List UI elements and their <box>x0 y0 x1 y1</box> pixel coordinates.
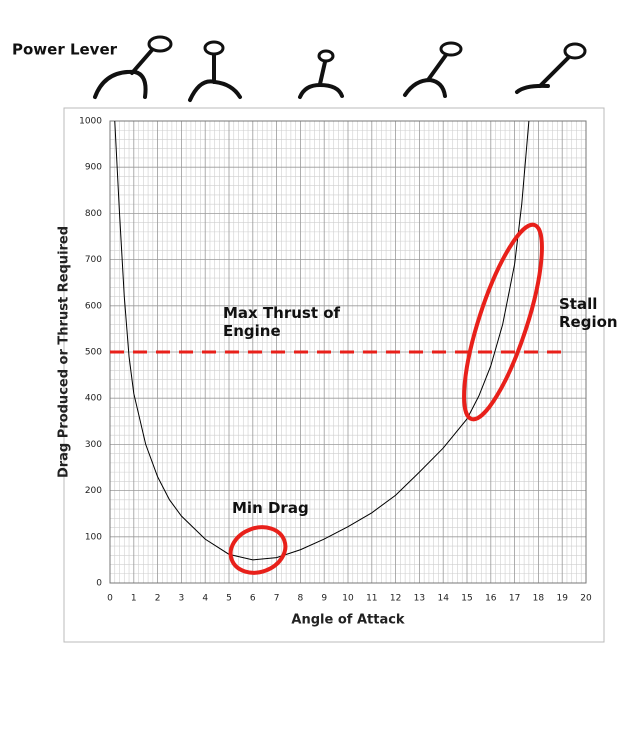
x-tick-label: 0 <box>107 594 113 604</box>
x-tick-label: 2 <box>155 594 161 604</box>
x-axis-label: Angle of Attack <box>291 613 405 628</box>
y-axis-label: Drag Produced or Thrust Required <box>57 226 72 478</box>
y-tick-label: 1000 <box>79 117 102 127</box>
y-tick-label: 800 <box>85 209 102 219</box>
lever-icons <box>93 35 587 102</box>
y-tick-label: 100 <box>85 532 102 542</box>
x-tick-label: 19 <box>556 594 568 604</box>
x-tick-label: 18 <box>533 594 545 604</box>
x-tick-label: 16 <box>485 594 497 604</box>
y-tick-label: 600 <box>85 301 102 311</box>
x-tick-label: 13 <box>414 594 425 604</box>
y-tick-label: 300 <box>85 440 102 450</box>
highlight-circle <box>228 525 288 575</box>
x-tick-label: 15 <box>461 594 472 604</box>
x-tick-label: 14 <box>437 594 449 604</box>
y-tick-label: 700 <box>85 255 102 265</box>
x-tick-label: 1 <box>131 594 137 604</box>
x-tick-label: 3 <box>179 594 185 604</box>
x-tick-label: 5 <box>226 594 232 604</box>
y-tick-label: 500 <box>85 348 102 358</box>
x-tick-label: 11 <box>366 594 377 604</box>
x-tick-label: 10 <box>342 594 354 604</box>
x-tick-label: 20 <box>580 594 592 604</box>
x-tick-label: 8 <box>298 594 304 604</box>
annotation: Min Drag <box>232 499 309 517</box>
y-tick-label: 400 <box>85 394 102 404</box>
x-tick-label: 6 <box>250 594 256 604</box>
header-label: Power Lever <box>12 41 118 59</box>
y-tick-label: 900 <box>85 163 102 173</box>
y-tick-label: 0 <box>96 579 102 589</box>
highlight-circle <box>462 222 544 422</box>
x-tick-label: 7 <box>274 594 280 604</box>
x-tick-label: 12 <box>390 594 401 604</box>
x-tick-label: 9 <box>321 594 327 604</box>
data-line <box>114 120 530 561</box>
y-tick-label: 200 <box>85 486 102 496</box>
reference-label: Max Thrust of Engine <box>223 304 341 340</box>
annotation: Stall Region <box>559 295 618 331</box>
x-tick-label: 4 <box>202 594 208 604</box>
x-tick-label: 17 <box>509 594 520 604</box>
